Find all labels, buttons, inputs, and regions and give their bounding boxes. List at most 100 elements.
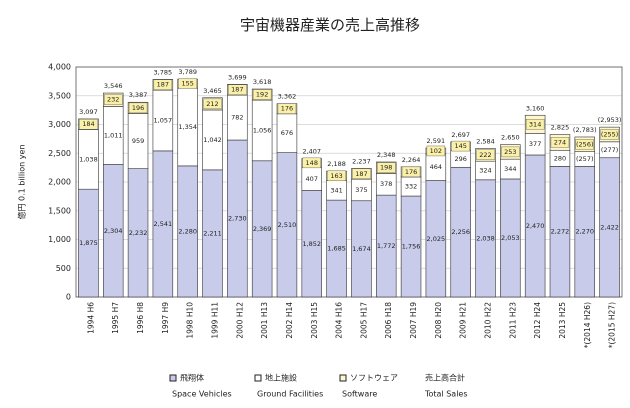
x-tick-label: 2002 H14 bbox=[285, 302, 294, 339]
value-label: 192 bbox=[256, 91, 268, 99]
label-box bbox=[302, 157, 321, 169]
y-tick-label: 4,000 bbox=[48, 63, 71, 72]
total-label: 3,097 bbox=[79, 108, 98, 116]
label-box bbox=[327, 170, 346, 182]
label-box bbox=[252, 89, 272, 100]
x-tick-label: 2008 H20 bbox=[434, 302, 443, 339]
label-box bbox=[277, 103, 297, 114]
legend-sublabel: Software bbox=[342, 390, 377, 399]
legend-sublabel: Space Vehicles bbox=[172, 390, 232, 399]
value-label: 222 bbox=[479, 151, 491, 159]
value-label: 2,272 bbox=[551, 228, 570, 236]
value-label: 163 bbox=[330, 172, 342, 180]
x-tick-label: 1998 H10 bbox=[186, 302, 195, 339]
value-label: 324 bbox=[479, 167, 491, 175]
total-label: 2,650 bbox=[501, 134, 520, 142]
x-tick-label: 2012 H24 bbox=[533, 302, 542, 339]
y-tick-label: 2,500 bbox=[48, 149, 71, 158]
value-label: 378 bbox=[380, 180, 392, 188]
x-tick-label: 2011 H23 bbox=[508, 302, 517, 339]
x-tick-label: 2003 H15 bbox=[310, 302, 319, 339]
x-tick-label: 2001 H13 bbox=[260, 302, 269, 339]
total-label: 3,465 bbox=[203, 87, 222, 95]
value-label: 2,053 bbox=[501, 234, 520, 242]
value-label: 187 bbox=[355, 170, 367, 178]
value-label: 676 bbox=[281, 129, 293, 137]
value-label: 2,280 bbox=[178, 227, 197, 235]
value-label: 2,730 bbox=[228, 215, 247, 223]
total-label: 2,584 bbox=[476, 137, 495, 145]
value-label: 782 bbox=[231, 114, 243, 122]
x-tick-label: 2000 H12 bbox=[235, 302, 244, 339]
value-label: 155 bbox=[181, 80, 193, 88]
chart-title: 宇宙機器産業の売上高推移 bbox=[240, 16, 420, 34]
value-label: 1,852 bbox=[302, 240, 321, 248]
value-label: 2,038 bbox=[476, 234, 495, 242]
value-label: 464 bbox=[430, 163, 442, 171]
value-label: 959 bbox=[132, 137, 144, 145]
total-label: 2,188 bbox=[327, 160, 346, 168]
legend-label: 飛翔体 bbox=[180, 373, 204, 383]
value-label: 2,541 bbox=[154, 220, 173, 228]
x-tick-label: 1995 H7 bbox=[111, 302, 120, 334]
value-label: 1,354 bbox=[178, 123, 197, 131]
x-tick-label: 2005 H17 bbox=[359, 302, 368, 339]
value-label: 1,756 bbox=[402, 243, 421, 251]
y-tick-label: 500 bbox=[56, 264, 71, 273]
x-tick-label: 2006 H18 bbox=[384, 302, 393, 339]
value-label: 1,772 bbox=[377, 242, 396, 250]
value-label: 1,685 bbox=[327, 245, 346, 253]
total-label: 3,699 bbox=[228, 73, 247, 81]
y-tick-label: 1,500 bbox=[48, 206, 71, 215]
label-box bbox=[600, 129, 619, 140]
x-tick-label: 1996 H8 bbox=[136, 302, 145, 334]
total-label: 3,362 bbox=[278, 93, 297, 101]
value-label: 2,256 bbox=[451, 228, 470, 236]
x-tick-label: 2010 H22 bbox=[484, 302, 493, 339]
x-tick-label: 1994 H6 bbox=[86, 302, 95, 334]
value-label: 296 bbox=[454, 155, 466, 163]
value-label: 176 bbox=[281, 105, 293, 113]
value-label: 2,211 bbox=[203, 229, 222, 237]
value-label: 176 bbox=[405, 168, 417, 176]
label-box bbox=[203, 98, 222, 110]
x-tick-label: 2013 H25 bbox=[558, 302, 567, 339]
value-label: 2,270 bbox=[575, 228, 594, 236]
value-label: 341 bbox=[330, 186, 342, 194]
total-label: 2,697 bbox=[451, 131, 470, 139]
value-label: 212 bbox=[206, 100, 218, 108]
value-label: (255) bbox=[601, 130, 618, 138]
value-label: 184 bbox=[82, 120, 94, 128]
x-tick-label: 2004 H16 bbox=[335, 302, 344, 339]
legend-swatch bbox=[169, 374, 177, 382]
value-label: 145 bbox=[454, 142, 466, 150]
total-label: 3,387 bbox=[129, 91, 148, 99]
value-label: 2,304 bbox=[104, 227, 123, 235]
plot-frame bbox=[75, 66, 623, 298]
total-label: (2,783) bbox=[573, 126, 597, 134]
x-tick-label: 1999 H11 bbox=[211, 302, 220, 339]
label-box bbox=[426, 145, 446, 157]
value-label: 1,056 bbox=[253, 126, 272, 134]
value-label: 2,232 bbox=[129, 229, 148, 237]
legend-label: 売上高合計 bbox=[425, 373, 465, 383]
x-tick-label: *(2015 H27) bbox=[608, 302, 617, 348]
value-label: 148 bbox=[306, 159, 318, 167]
label-box bbox=[401, 166, 421, 178]
label-box bbox=[79, 119, 98, 130]
value-label: 253 bbox=[504, 148, 516, 156]
value-label: 2,422 bbox=[600, 223, 619, 231]
label-box bbox=[451, 140, 470, 152]
value-label: 1,042 bbox=[203, 136, 222, 144]
y-tick-label: 1,000 bbox=[48, 235, 71, 244]
value-label: 2,025 bbox=[427, 235, 446, 243]
label-box bbox=[476, 149, 495, 161]
value-label: 1,674 bbox=[352, 245, 371, 253]
value-label: 2,470 bbox=[526, 222, 545, 230]
legend-swatch bbox=[254, 374, 262, 382]
total-label: 2,407 bbox=[302, 148, 321, 156]
label-box bbox=[550, 137, 570, 148]
value-label: 232 bbox=[107, 96, 119, 104]
y-tick-label: 0 bbox=[66, 293, 71, 302]
total-label: 3,789 bbox=[178, 68, 197, 76]
